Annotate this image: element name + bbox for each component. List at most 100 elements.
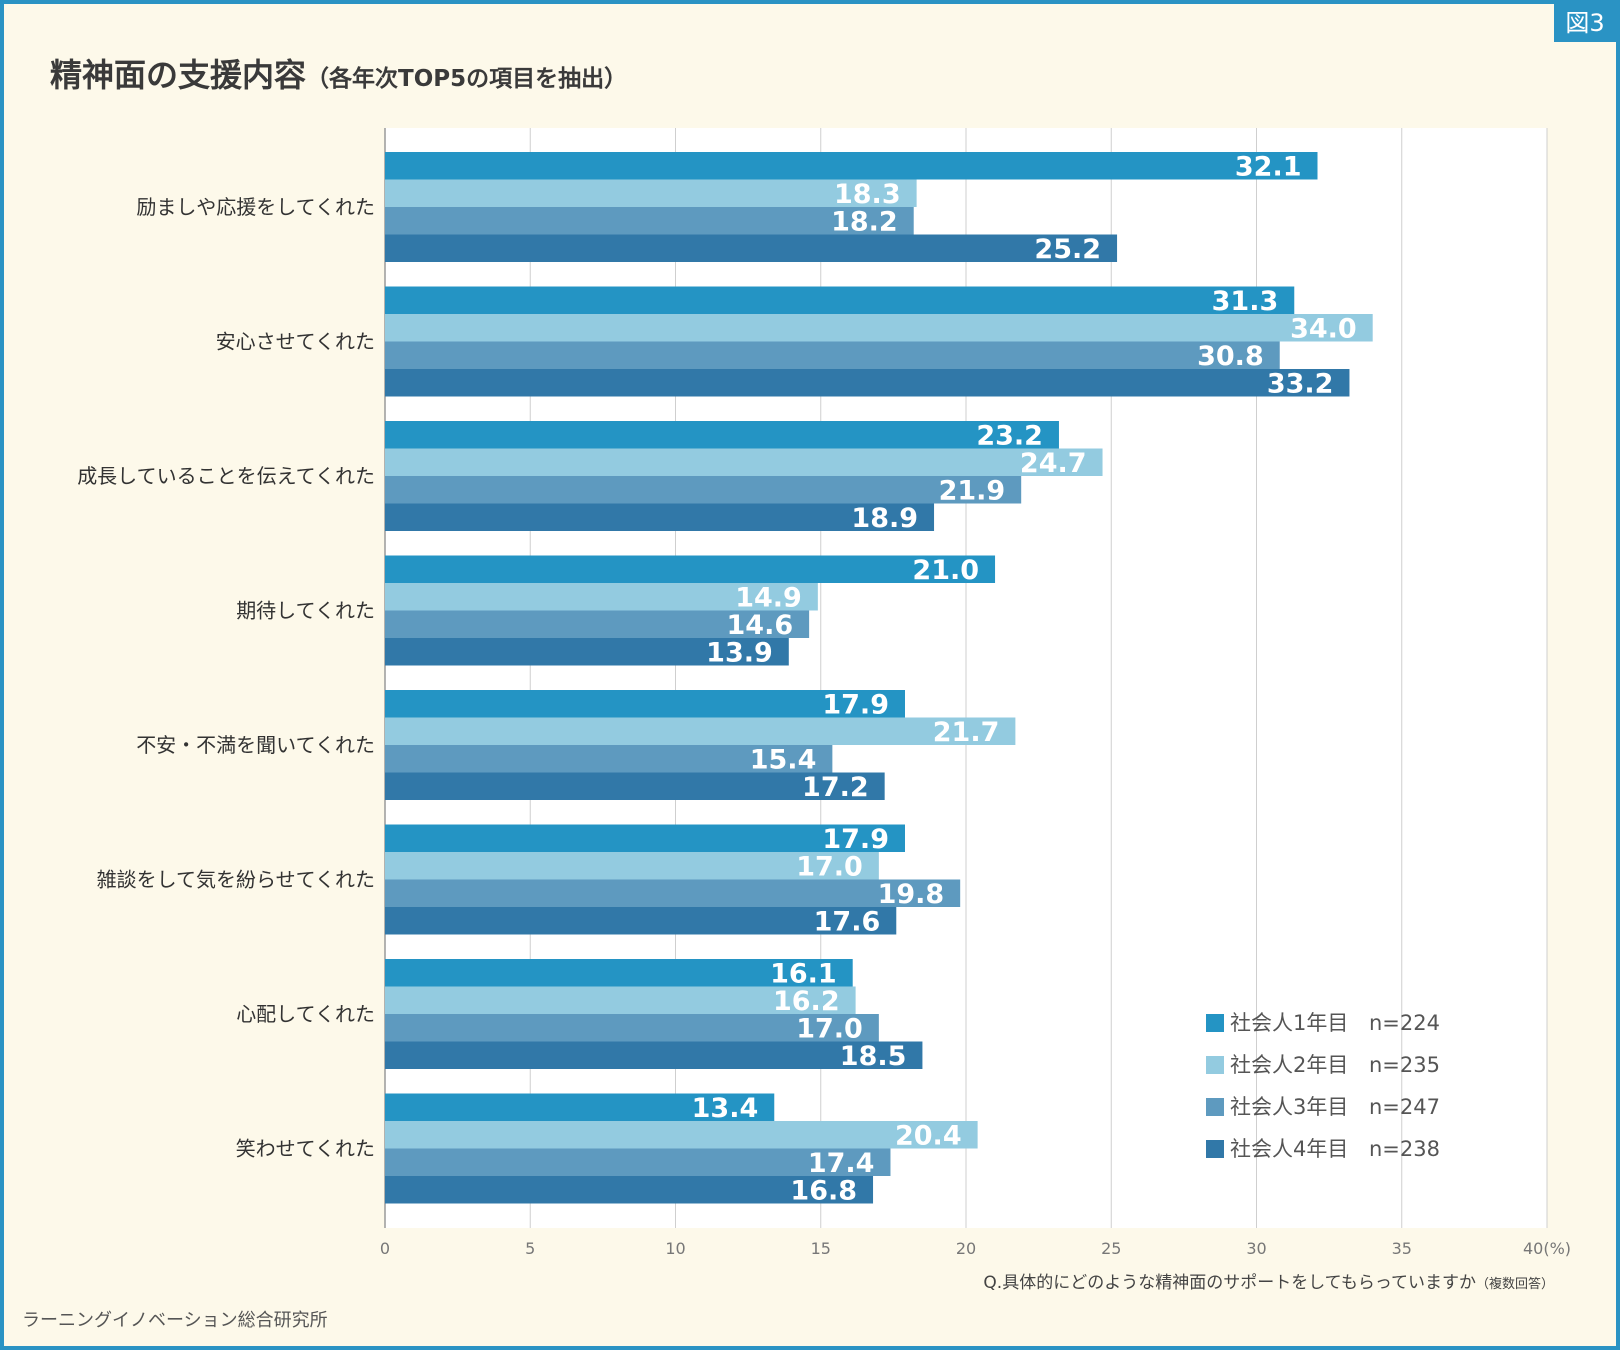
bar-value-label: 13.4 — [692, 1093, 759, 1124]
bar-value-label: 14.6 — [727, 610, 794, 641]
bar-value-label: 18.9 — [851, 503, 918, 534]
legend-swatch — [1206, 1140, 1224, 1158]
bar — [385, 690, 905, 718]
bar-value-label: 21.7 — [933, 717, 1000, 748]
legend-swatch — [1206, 1014, 1224, 1032]
x-tick-label: 30 — [1246, 1239, 1266, 1258]
category-label: 安心させてくれた — [216, 330, 375, 354]
bar-value-label: 18.3 — [834, 179, 901, 210]
chart-title: 精神面の支援内容 — [50, 56, 307, 94]
bar — [385, 1014, 879, 1042]
category-label: 期待してくれた — [236, 599, 375, 623]
legend-sample-size: n=247 — [1369, 1095, 1440, 1119]
x-tick-label: 15 — [811, 1239, 831, 1258]
figure-number-badge: 図3 — [1554, 4, 1616, 42]
x-tick-label: 40(%) — [1523, 1239, 1571, 1258]
survey-question-text: Q.具体的にどのような精神面のサポートをしてもらっていますか — [983, 1273, 1476, 1293]
bar — [385, 179, 917, 207]
bar-value-label: 23.2 — [976, 421, 1043, 452]
bar-value-label: 33.2 — [1267, 369, 1334, 400]
bar-value-label: 17.9 — [822, 824, 889, 855]
x-tick-label: 20 — [956, 1239, 976, 1258]
bar-value-label: 30.8 — [1197, 341, 1264, 372]
legend-sample-size: n=238 — [1369, 1137, 1440, 1161]
legend-swatch — [1206, 1098, 1224, 1116]
legend-series-name: 社会人4年目 — [1230, 1137, 1348, 1161]
bar-value-label: 21.0 — [912, 555, 979, 586]
category-label: 笑わせてくれた — [236, 1137, 375, 1161]
x-tick-label: 25 — [1101, 1239, 1121, 1258]
x-tick-label: 35 — [1392, 1239, 1412, 1258]
bar — [385, 959, 853, 987]
bar — [385, 555, 996, 583]
bar-value-label: 19.8 — [878, 879, 945, 910]
legend-series-name: 社会人2年目 — [1230, 1053, 1348, 1077]
bar — [385, 369, 1350, 397]
bar-value-label: 18.5 — [840, 1041, 907, 1072]
bar — [385, 907, 897, 935]
x-axis-ticks: 0 5 10 15 20 25 30 35 40(%) — [380, 1239, 1571, 1258]
bar — [385, 448, 1103, 476]
category-label: 雑談をして気を紛らせてくれた — [97, 868, 375, 892]
bar-value-label: 20.4 — [895, 1121, 962, 1152]
bar-value-label: 15.4 — [750, 745, 817, 776]
bar-value-label: 17.9 — [822, 690, 889, 721]
category-label: 心配してくれた — [236, 1002, 375, 1026]
chart-subtitle: （各年次TOP5の項目を抽出） — [306, 66, 628, 92]
bar — [385, 583, 818, 611]
bar — [385, 610, 810, 638]
bar-value-label: 17.0 — [796, 852, 863, 883]
category-label: 励ましや応援をしてくれた — [136, 195, 375, 219]
bar-value-label: 16.2 — [773, 986, 840, 1017]
x-tick-label: 5 — [525, 1239, 535, 1258]
legend: 社会人1年目 n=224 社会人2年目 n=235 社会人3年目 n=247 社会人4年目 n… — [1206, 1011, 1440, 1161]
bar — [385, 207, 914, 235]
bar — [385, 1121, 978, 1149]
bar — [385, 772, 885, 800]
bar-value-label: 16.8 — [790, 1176, 857, 1207]
chart-title-block: 精神面の支援内容（各年次TOP5の項目を抽出） — [50, 50, 627, 96]
bar-value-label: 18.2 — [831, 207, 898, 238]
legend-sample-size: n=235 — [1369, 1053, 1440, 1077]
bars: 32.1 18.318.2 25.2 31.3 34.0 30.833.2 23.224.7… — [385, 152, 1373, 1207]
legend-series-name: 社会人3年目 — [1230, 1095, 1348, 1119]
x-tick-label: 0 — [380, 1239, 390, 1258]
bar-value-label: 17.6 — [814, 907, 881, 938]
bar-value-label: 24.7 — [1020, 448, 1087, 479]
bar — [385, 638, 789, 666]
bar-value-label: 25.2 — [1034, 234, 1101, 265]
bar — [385, 1148, 891, 1176]
category-label: 不安・不満を聞いてくれた — [136, 733, 375, 757]
bar-value-label: 32.1 — [1235, 152, 1302, 183]
bar-value-label: 21.9 — [939, 476, 1006, 507]
bar — [385, 476, 1022, 504]
bar — [385, 1093, 775, 1121]
bar — [385, 986, 856, 1014]
bar-value-label: 16.1 — [770, 959, 837, 990]
bar — [385, 314, 1373, 342]
bar — [385, 421, 1059, 449]
bar — [385, 824, 905, 852]
bar — [385, 152, 1318, 180]
bar-value-label: 13.9 — [706, 638, 773, 669]
bar-value-label: 14.9 — [735, 583, 802, 614]
bar — [385, 745, 833, 773]
survey-question: Q.具体的にどのような精神面のサポートをしてもらっていますか（複数回答） — [983, 1268, 1554, 1293]
category-label: 成長していることを伝えてくれた — [77, 464, 375, 488]
bar — [385, 503, 935, 531]
bar — [385, 341, 1280, 369]
source-credit: ラーニングイノベーション総合研究所 — [22, 1310, 328, 1331]
survey-question-note: （複数回答） — [1475, 1277, 1554, 1292]
bar — [385, 286, 1295, 314]
bar — [385, 852, 879, 880]
bar-value-label: 31.3 — [1212, 286, 1279, 317]
bar — [385, 879, 961, 907]
bar-value-label: 17.2 — [802, 772, 869, 803]
bar — [385, 1041, 923, 1069]
legend-swatch — [1206, 1056, 1224, 1074]
bar-value-label: 17.4 — [808, 1148, 875, 1179]
bar-value-label: 17.0 — [796, 1014, 863, 1045]
bar — [385, 717, 1016, 745]
legend-sample-size: n=224 — [1369, 1011, 1440, 1035]
